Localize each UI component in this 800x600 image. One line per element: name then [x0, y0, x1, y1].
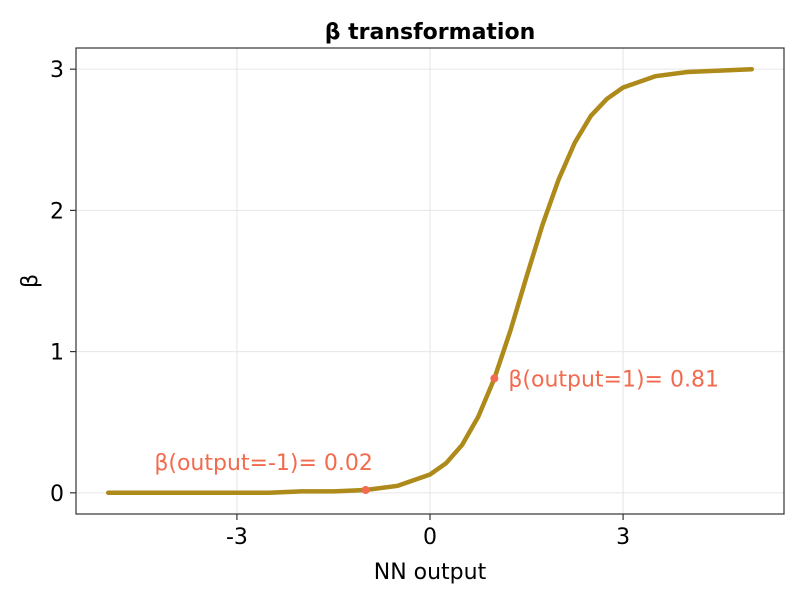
annotation-point — [490, 374, 499, 383]
y-tick-label: 0 — [50, 482, 64, 507]
series-line — [105, 66, 755, 496]
x-tick-label: 3 — [616, 525, 630, 550]
x-tick-label: 0 — [423, 525, 437, 550]
chart-title: β transformation — [325, 20, 536, 45]
grid-lines — [76, 48, 784, 514]
annotation-label: β(output=-1)= 0.02 — [154, 451, 373, 476]
y-axis-label: β — [18, 274, 43, 288]
axis-ticks: -3 0 3 0 1 2 3 — [50, 58, 630, 550]
annotation-label: β(output=1)= 0.81 — [508, 367, 719, 392]
annotations: β(output=-1)= 0.02 β(output=1)= 0.81 — [154, 367, 719, 494]
x-axis-label: NN output — [374, 560, 487, 585]
x-tick-label: -3 — [226, 525, 248, 550]
annotation-point — [361, 485, 370, 494]
series-group — [105, 66, 755, 496]
y-tick-label: 3 — [50, 58, 64, 83]
y-tick-label: 1 — [50, 341, 64, 366]
y-tick-label: 2 — [50, 199, 64, 224]
